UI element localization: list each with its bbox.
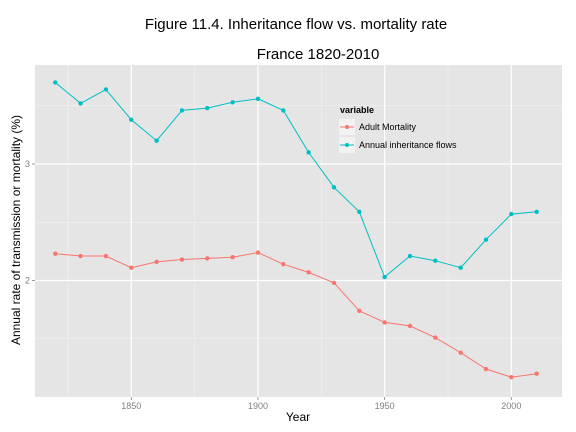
data-point-adult-mortality: [483, 366, 489, 372]
x-axis-title: Year: [286, 410, 310, 424]
data-point-annual-inheritance-flows: [534, 209, 539, 214]
data-point-adult-mortality: [154, 259, 159, 265]
data-point-adult-mortality: [78, 253, 83, 259]
data-point-annual-inheritance-flows: [53, 80, 58, 85]
legend-point-adult-mortality: [345, 125, 349, 129]
data-point-annual-inheritance-flows: [407, 253, 413, 259]
data-point-adult-mortality: [407, 323, 413, 329]
y-tick-label: 3: [25, 159, 30, 169]
legend: variable Adult Mortality Annual inherita…: [339, 105, 457, 153]
legend-title: variable: [340, 105, 374, 115]
data-point-adult-mortality: [179, 257, 185, 262]
data-point-annual-inheritance-flows: [103, 87, 109, 92]
data-point-adult-mortality: [534, 371, 539, 376]
legend-point-inheritance-flows: [345, 143, 349, 147]
x-tick-label: 1900: [248, 401, 268, 411]
data-point-adult-mortality: [230, 255, 235, 260]
legend-label-adult-mortality: Adult Mortality: [359, 122, 417, 132]
y-axis: 23: [25, 159, 35, 286]
x-tick-label: 1850: [121, 401, 141, 411]
data-point-adult-mortality: [382, 320, 387, 325]
chart-title: Figure 11.4. Inheritance flow vs. mortal…: [145, 16, 447, 33]
data-point-annual-inheritance-flows: [179, 108, 185, 113]
x-tick-label: 1950: [375, 401, 395, 411]
data-point-adult-mortality: [458, 350, 463, 355]
plot-panel: [35, 65, 562, 397]
x-axis: 1850 1900 1950 2000: [121, 397, 521, 411]
series-line-annual-inheritance-flows: [54, 82, 537, 278]
data-point-annual-inheritance-flows: [205, 105, 210, 111]
data-point-adult-mortality: [433, 335, 438, 340]
data-point-annual-inheritance-flows: [357, 209, 362, 214]
data-point-annual-inheritance-flows: [129, 117, 134, 122]
series-layer: [53, 80, 539, 380]
data-point-adult-mortality: [281, 262, 286, 267]
data-point-adult-mortality: [509, 374, 514, 380]
data-point-annual-inheritance-flows: [382, 274, 387, 280]
data-point-annual-inheritance-flows: [154, 138, 159, 143]
data-point-annual-inheritance-flows: [255, 96, 261, 101]
y-axis-title: Annual rate of transmission or mortality…: [9, 115, 23, 345]
data-point-annual-inheritance-flows: [509, 211, 514, 217]
data-point-annual-inheritance-flows: [331, 185, 337, 190]
y-tick-label: 2: [25, 276, 30, 286]
data-point-adult-mortality: [331, 280, 337, 286]
data-point-adult-mortality: [53, 251, 58, 256]
data-point-annual-inheritance-flows: [433, 258, 438, 263]
x-tick-label: 2000: [501, 401, 521, 411]
data-point-annual-inheritance-flows: [78, 101, 83, 106]
grid-major: [35, 65, 562, 397]
data-point-adult-mortality: [255, 250, 261, 255]
grid-minor: [35, 65, 562, 397]
data-point-annual-inheritance-flows: [483, 237, 489, 242]
data-point-adult-mortality: [306, 270, 311, 275]
data-point-annual-inheritance-flows: [306, 150, 311, 155]
data-point-adult-mortality: [205, 256, 210, 261]
data-point-annual-inheritance-flows: [281, 108, 286, 113]
data-point-annual-inheritance-flows: [230, 100, 235, 105]
data-point-annual-inheritance-flows: [458, 265, 463, 270]
data-point-adult-mortality: [357, 308, 362, 313]
data-point-adult-mortality: [103, 253, 109, 259]
legend-label-inheritance-flows: Annual inheritance flows: [359, 140, 457, 150]
data-point-adult-mortality: [129, 265, 134, 270]
chart-subtitle: France 1820-2010: [257, 46, 380, 63]
series-line-adult-mortality: [55, 252, 537, 378]
